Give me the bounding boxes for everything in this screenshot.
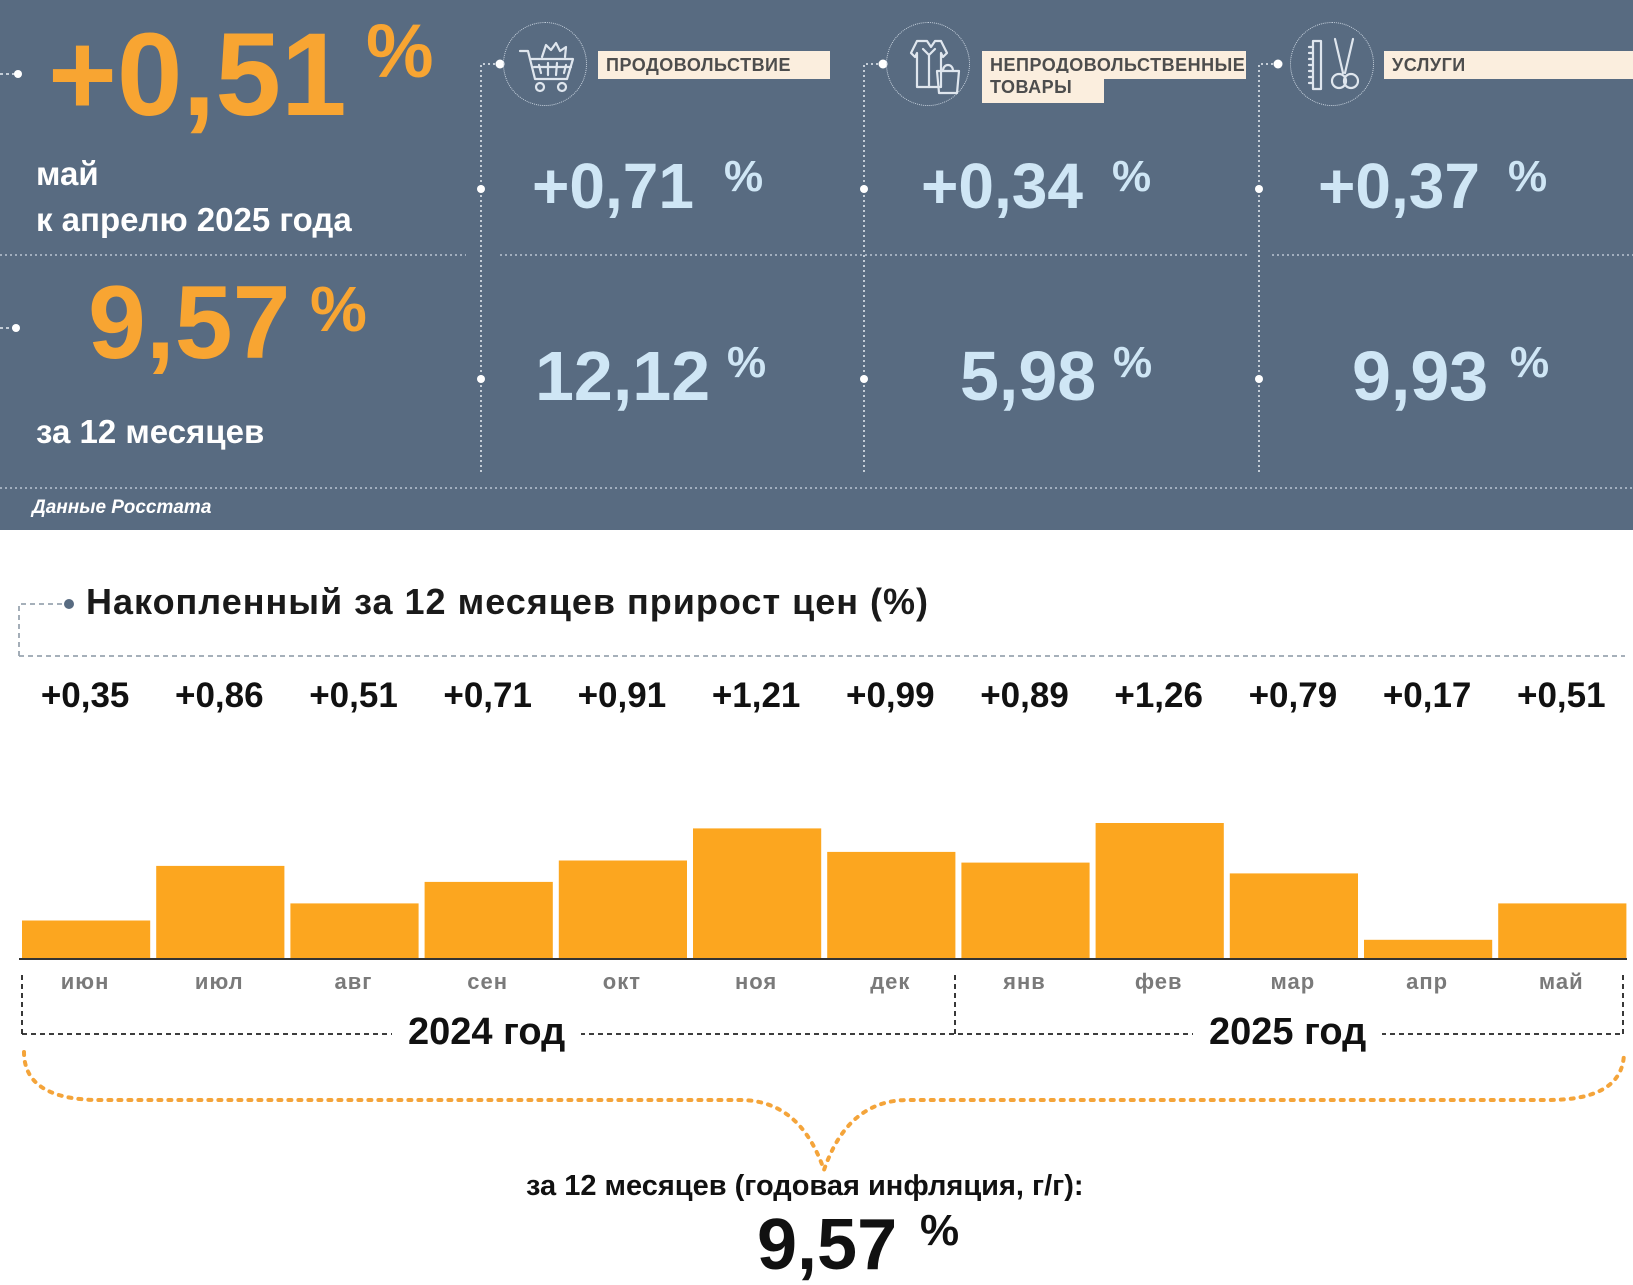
value-label-сен: +0,71 (443, 676, 532, 715)
category-services-monthly: +0,37 (1318, 150, 1480, 222)
shopping-cart-icon (518, 41, 575, 93)
value-label-фев: +1,26 (1114, 676, 1203, 715)
value-label-июн: +0,35 (40, 676, 130, 715)
bar-июн (22, 920, 151, 958)
month-label-апр: апр (1406, 969, 1449, 994)
bar-янв (961, 862, 1090, 958)
value-label-ноя: +1,21 (711, 676, 801, 715)
bar-апр (1364, 939, 1493, 958)
headline-period-label: к апрелю 2025 года (36, 201, 352, 238)
month-label-мар: мар (1270, 969, 1316, 994)
summary-panel: +0,51 % май к апрелю 2025 года 9,57 % за… (0, 0, 1633, 530)
category-nonfood-monthly: +0,34 (921, 150, 1083, 222)
bar-chart (19, 823, 1627, 960)
month-label-дек: дек (870, 969, 911, 994)
month-label-сен: сен (467, 969, 509, 994)
category-food-monthly-percent: % (724, 152, 764, 201)
category-nonfood-label-line2: ТОВАРЫ (982, 73, 1104, 103)
category-services-monthly-percent: % (1508, 152, 1548, 201)
scissors-comb-icon (1307, 37, 1360, 91)
panel-dividers (0, 59, 1633, 489)
month-label-янв: янв (1003, 969, 1046, 994)
bar-окт (558, 860, 687, 958)
category-food-annual: 12,12 (535, 337, 711, 415)
value-label-авг: +0,51 (309, 676, 398, 715)
month-label-июл: июл (194, 969, 244, 994)
month-label-окт: окт (602, 969, 641, 994)
headline-annual-percent: % (310, 273, 367, 345)
chart-title: Накопленный за 12 месяцев прирост цен (%… (86, 581, 929, 622)
bar-сен (424, 881, 553, 958)
value-label-янв: +0,89 (980, 676, 1069, 715)
category-food-monthly: +0,71 (532, 150, 694, 222)
value-label-июл: +0,86 (175, 676, 264, 715)
bar-мар (1229, 873, 1358, 958)
category-food-icon-circle (503, 22, 587, 106)
month-label-ноя: ноя (734, 969, 778, 994)
headline-month-label: май (36, 155, 99, 192)
summary-percent: % (920, 1206, 960, 1255)
category-services-annual: 9,93 (1352, 337, 1489, 415)
category-food-label: ПРОДОВОЛЬСТВИЕ (598, 51, 830, 79)
bar-май (1498, 903, 1627, 958)
value-label-май: +0,51 (1517, 676, 1606, 715)
category-services-annual-percent: % (1510, 338, 1550, 387)
value-label-мар: +0,79 (1248, 676, 1338, 715)
month-label-авг: авг (334, 969, 373, 994)
month-label-фев: фев (1134, 969, 1183, 994)
bar-ноя (693, 828, 822, 958)
category-food-annual-percent: % (727, 338, 767, 387)
value-label-окт: +0,91 (577, 676, 667, 715)
value-label-дек: +0,99 (846, 676, 935, 715)
headline-annual-label: за 12 месяцев (36, 413, 265, 450)
category-nonfood-monthly-percent: % (1112, 152, 1152, 201)
bar-авг (290, 903, 419, 958)
month-label-май: май (1538, 969, 1584, 994)
headline-annual-value: 9,57 (88, 265, 291, 381)
category-nonfood-icon-circle (886, 22, 970, 106)
bar-июл (156, 865, 285, 958)
year-label-2025: 2025 год (1193, 1010, 1383, 1054)
year-label-2024: 2024 год (392, 1010, 582, 1054)
category-services-label: УСЛУГИ (1384, 51, 1633, 79)
bar-дек (827, 851, 956, 958)
headline-monthly-value: +0,51 (48, 9, 347, 141)
summary-caption: за 12 месяцев (годовая инфляция, г/г): (526, 1170, 1084, 1202)
category-nonfood-annual: 5,98 (960, 337, 1097, 415)
summary-value: 9,57 (757, 1205, 898, 1285)
headline-monthly-percent: % (366, 9, 434, 94)
month-label-июн: июн (60, 969, 110, 994)
category-nonfood-annual-percent: % (1113, 338, 1153, 387)
clothing-bag-icon (909, 39, 961, 95)
category-services-icon-circle (1290, 22, 1374, 106)
source-note: Данные Росстата (32, 497, 212, 518)
bar-фев (1095, 823, 1224, 958)
value-label-апр: +0,17 (1382, 676, 1472, 715)
